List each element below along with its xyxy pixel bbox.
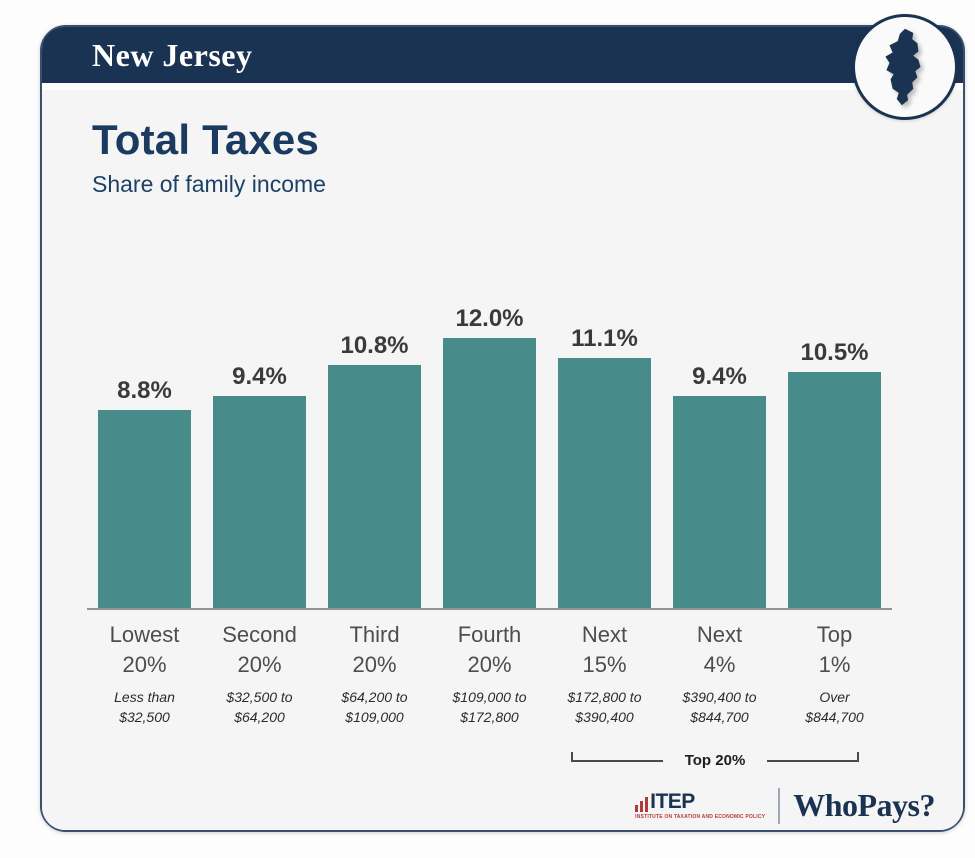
new-jersey-state-icon [885, 28, 921, 106]
bar [673, 396, 766, 608]
itep-logo: ITEP INSTITUTE ON TAXATION AND ECONOMIC … [635, 789, 766, 820]
itep-bars-icon [635, 796, 649, 812]
bar [98, 410, 191, 608]
bar-value-label: 12.0% [455, 305, 524, 332]
income-range-label: $32,500 to $64,200 [226, 689, 293, 725]
bar [328, 365, 421, 608]
header-band: New Jersey [42, 27, 963, 83]
bracket-left-line [571, 760, 663, 762]
income-range-label: Over $844,700 [805, 689, 864, 725]
bracket-label: Top 20% [684, 752, 746, 769]
bar-value-label: 10.8% [340, 332, 409, 359]
category-label: Next 4% [696, 622, 743, 677]
income-range-label: $109,000 to $172,800 [452, 689, 527, 725]
bar-chart: 8.8% 9.4% 10.8% 12.0% 11.1% 9.4% 10.5% [87, 300, 892, 610]
income-range-label: $64,200 to $109,000 [341, 689, 408, 725]
bar-column: 10.8% [317, 332, 432, 608]
bar [443, 338, 536, 608]
state-name: New Jersey [92, 36, 253, 73]
category-label: Third 20% [349, 622, 400, 677]
chart-subtitle: Share of family income [92, 171, 326, 197]
bar-column: 8.8% [87, 377, 202, 608]
title-block: Total Taxes Share of family income [42, 90, 963, 198]
itep-tagline: INSTITUTE ON TAXATION AND ECONOMIC POLIC… [635, 813, 766, 820]
category-label: Second 20% [222, 622, 297, 677]
itep-wordmark: ITEP [650, 789, 695, 813]
income-range-row: Less than $32,500 $32,500 to $64,200 $64,200… [87, 687, 892, 727]
bar-column: 9.4% [662, 363, 777, 608]
category-label: Top 1% [816, 622, 853, 677]
logo-divider [778, 787, 781, 824]
bar-value-label: 8.8% [117, 377, 172, 404]
bar [788, 372, 881, 608]
bar [558, 358, 651, 608]
bar [213, 396, 306, 608]
category-label: Next 15% [581, 622, 628, 677]
footer-logos: ITEP INSTITUTE ON TAXATION AND ECONOMIC … [635, 787, 935, 824]
top-20-bracket: Top 20% [571, 752, 859, 769]
whopays-wordmark: WhoPays? [793, 787, 935, 823]
state-report-card: New Jersey Total Taxes Share of family i… [40, 14, 965, 832]
income-range-label: Less than $32,500 [114, 689, 175, 725]
category-label: Lowest 20% [109, 622, 180, 677]
bar-value-label: 10.5% [800, 339, 869, 366]
chart-title: Total Taxes [92, 116, 320, 163]
bar-value-label: 9.4% [232, 363, 287, 390]
income-range-label: $390,400 to $844,700 [682, 689, 757, 725]
bar-column: 9.4% [202, 363, 317, 608]
bar-value-label: 11.1% [571, 325, 638, 352]
bar-column: 10.5% [777, 339, 892, 608]
bracket-right-line [767, 760, 859, 762]
bar-value-label: 9.4% [692, 363, 747, 390]
bar-column: 11.1% [547, 325, 662, 608]
bracket-left-tick [571, 752, 573, 762]
income-range-label: $172,800 to $390,400 [567, 689, 642, 725]
card-body: Total Taxes Share of family income 8.8% 9… [42, 90, 963, 830]
state-badge [852, 14, 958, 120]
bracket-right-tick [857, 752, 859, 762]
category-label: Fourth 20% [457, 622, 522, 677]
bar-column: 12.0% [432, 305, 547, 608]
category-label-row: Lowest 20% Second 20% Third 20% Fourth 20% Next 1… [87, 620, 892, 680]
